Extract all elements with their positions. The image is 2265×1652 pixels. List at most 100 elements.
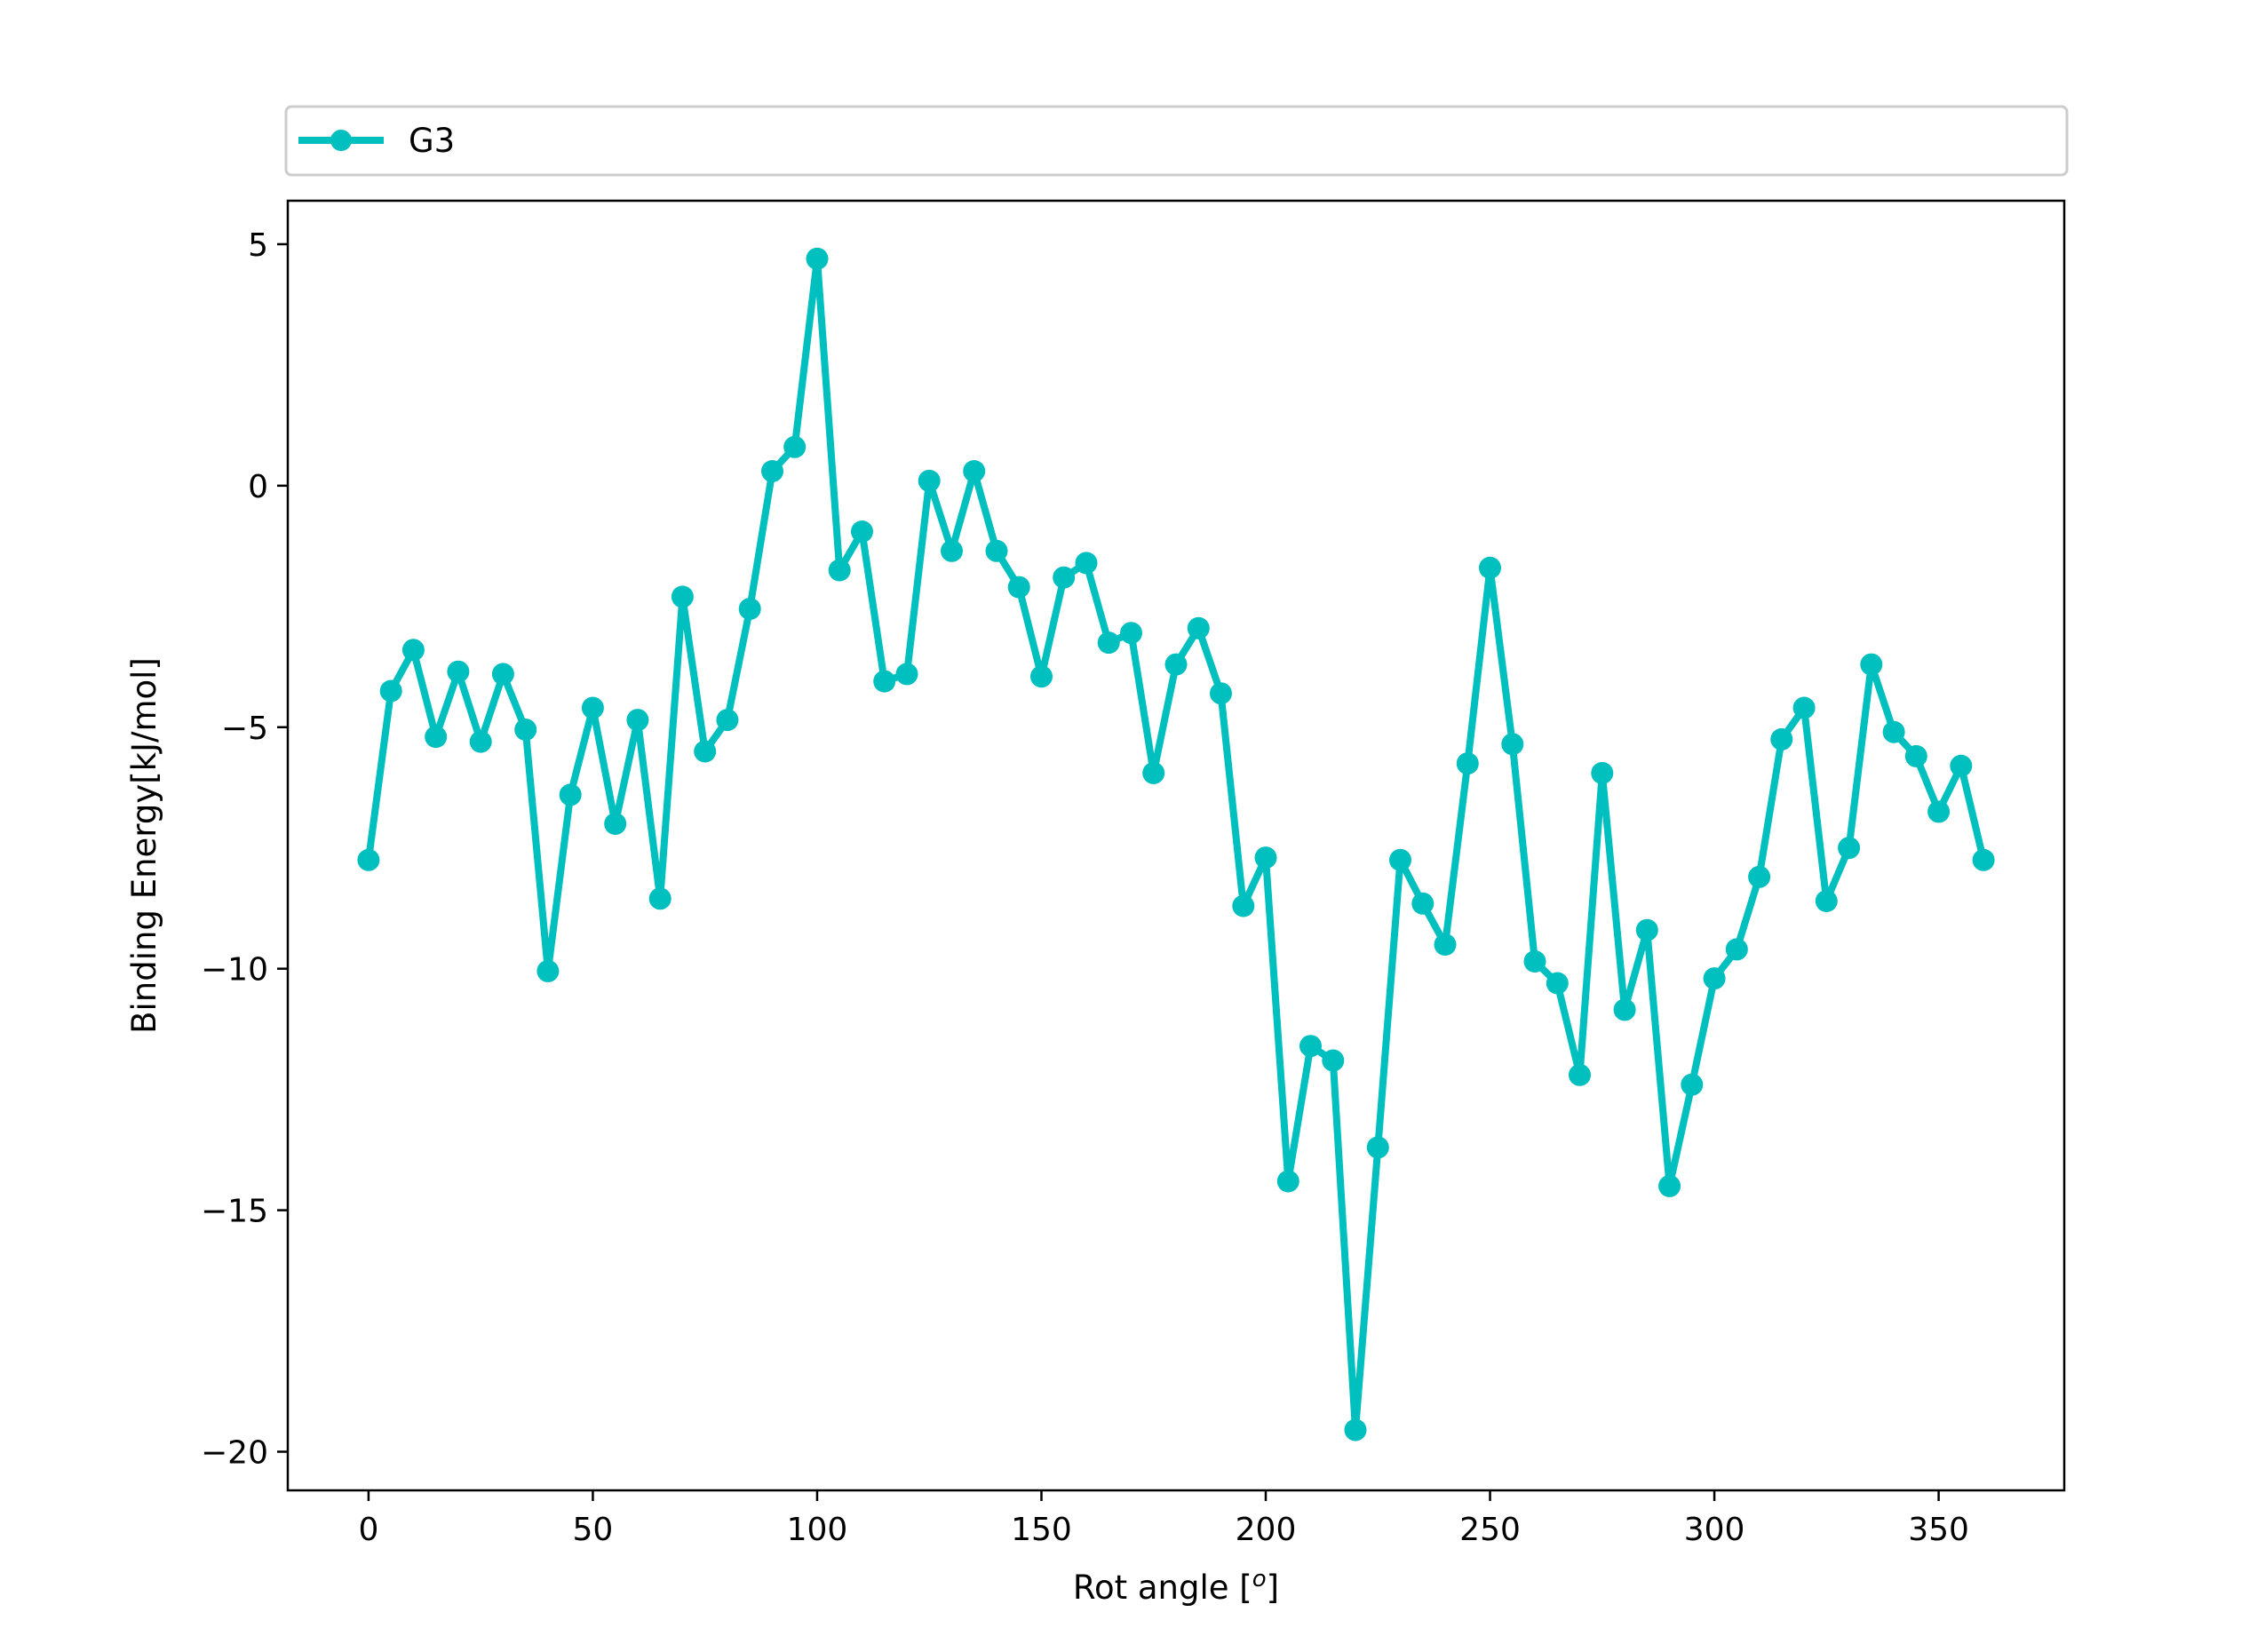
data-point <box>806 247 829 270</box>
y-tick-label: −20 <box>201 1434 268 1471</box>
data-point <box>1389 848 1411 871</box>
data-point <box>1703 967 1726 990</box>
data-point <box>873 670 896 693</box>
y-tick-label: 0 <box>248 469 268 505</box>
data-point <box>1187 616 1210 639</box>
data-point <box>1299 1035 1322 1058</box>
data-point <box>1366 1136 1389 1159</box>
data-point <box>851 520 873 543</box>
data-point <box>1053 566 1076 589</box>
data-point <box>918 469 941 492</box>
y-axis-label: Binding Energy[kJ/mol] <box>125 657 163 1034</box>
data-point <box>1322 1049 1345 1072</box>
data-point <box>1344 1418 1367 1442</box>
data-point <box>671 585 694 608</box>
legend-frame <box>284 105 2069 177</box>
data-point <box>1950 754 1973 777</box>
data-point <box>963 460 986 482</box>
data-point <box>1815 890 1838 912</box>
data-point <box>1792 696 1816 719</box>
data-point <box>1501 733 1524 756</box>
data-point <box>648 887 672 910</box>
x-tick-label: 350 <box>1908 1512 1969 1548</box>
x-tick-label: 50 <box>573 1512 614 1548</box>
data-point <box>1097 631 1120 655</box>
data-point <box>1210 682 1232 705</box>
data-point <box>1164 653 1188 676</box>
data-point <box>1030 665 1053 688</box>
data-point <box>761 460 783 482</box>
data-point <box>1681 1073 1704 1096</box>
data-point <box>536 959 560 982</box>
legend-label: G3 <box>409 122 455 160</box>
data-point <box>1276 1170 1299 1193</box>
data-point <box>1232 894 1255 917</box>
data-point <box>985 539 1008 562</box>
data-point <box>1120 622 1142 645</box>
data-point <box>783 435 807 458</box>
legend-marker-swatch <box>330 130 352 151</box>
data-point <box>941 539 963 562</box>
data-point <box>1479 556 1501 579</box>
data-point <box>1434 933 1457 956</box>
data-point <box>1546 972 1569 995</box>
data-point <box>1142 761 1165 784</box>
x-axis-label-superscript: o <box>1252 1566 1267 1592</box>
data-point <box>491 663 514 686</box>
y-tick-label: −5 <box>221 711 268 747</box>
data-point <box>1770 727 1793 751</box>
y-tick-label: 5 <box>248 227 268 264</box>
data-point <box>604 813 627 835</box>
data-point <box>1591 761 1614 784</box>
data-point <box>1860 653 1883 676</box>
plot-frame <box>286 199 2066 1492</box>
x-axis-label-prefix: Rot angle [ <box>1073 1569 1252 1607</box>
series-layer <box>357 247 1995 1442</box>
data-point <box>694 740 717 763</box>
data-point <box>1254 846 1277 870</box>
data-point <box>1882 720 1905 743</box>
x-tick-label: 0 <box>358 1512 378 1548</box>
data-point <box>716 709 739 732</box>
data-point <box>1658 1174 1681 1197</box>
data-point <box>1007 576 1030 599</box>
ticks-x: 0 50 100 150 200 250 300 350 <box>358 1490 1969 1548</box>
data-point <box>379 679 402 703</box>
data-point <box>425 726 448 749</box>
x-axis-label: Rot angle [o] <box>1073 1566 1279 1607</box>
legend: G3 <box>284 105 2069 177</box>
x-tick-label: 300 <box>1684 1512 1745 1548</box>
data-point <box>1569 1063 1591 1086</box>
data-point <box>1748 865 1771 888</box>
data-point <box>401 639 425 662</box>
x-tick-label: 150 <box>1011 1512 1072 1548</box>
data-point <box>1075 552 1098 575</box>
x-tick-label: 200 <box>1236 1512 1297 1548</box>
data-point <box>357 848 380 871</box>
x-axis-label-suffix: ] <box>1267 1569 1279 1607</box>
data-point <box>469 730 492 753</box>
data-point <box>1972 848 1995 871</box>
x-tick-label: 100 <box>787 1512 848 1548</box>
data-point <box>738 598 761 620</box>
data-point <box>1635 918 1658 941</box>
data-point <box>1838 837 1861 860</box>
data-point <box>1411 892 1434 915</box>
data-point <box>447 660 470 683</box>
data-point <box>1927 800 1951 823</box>
y-tick-label: −15 <box>201 1194 268 1230</box>
x-tick-label: 250 <box>1459 1512 1521 1548</box>
data-point <box>1613 998 1636 1021</box>
ticks-y: 5 0 −5 −10 −15 −20 <box>201 227 288 1471</box>
data-point <box>1523 950 1546 973</box>
data-point <box>559 783 582 806</box>
data-point <box>514 719 537 741</box>
data-point <box>828 559 851 582</box>
y-tick-label: −10 <box>201 952 268 989</box>
data-point <box>1725 938 1748 961</box>
data-point <box>1904 744 1927 767</box>
data-point <box>1456 752 1479 775</box>
data-point <box>626 709 649 732</box>
data-point <box>895 663 918 686</box>
